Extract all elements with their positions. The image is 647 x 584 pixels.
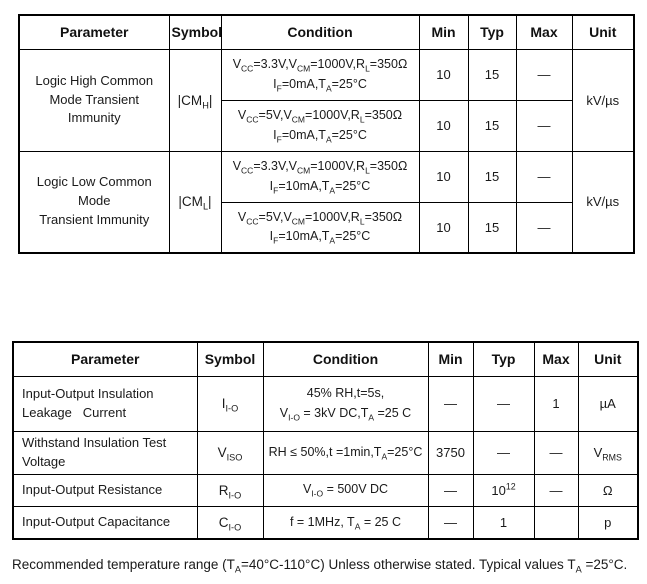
parameter-logic-high-cmti: Logic High Common Mode Transient Immunity [18, 48, 170, 152]
min-value: 10 [418, 201, 469, 254]
header-typ: Typ [467, 14, 517, 50]
header-unit: Unit [577, 341, 639, 377]
symbol-v-iso: VISO [196, 430, 264, 475]
header-symbol: Symbol [168, 14, 222, 50]
typ-value: 15 [467, 48, 517, 101]
min-value: — [427, 473, 474, 507]
symbol-cml: |CML| [168, 150, 222, 254]
parameter-logic-low-cmti: Logic Low Common Mode Transient Immunity [18, 150, 170, 254]
temperature-range-note: Recommended temperature range (TA=40°C-1… [12, 557, 628, 575]
header-min: Min [418, 14, 469, 50]
parameter-io-resistance: Input-Output Resistance [12, 473, 198, 507]
table-row: VCC=5V,VCM=1000V,RL=350Ω IF=0mA,TA=25°C 1… [19, 99, 634, 152]
header-condition: Condition [262, 341, 429, 377]
unit-value: kV/µs [571, 48, 635, 152]
unit-value: kV/µs [571, 150, 635, 254]
header-max: Max [515, 14, 573, 50]
header-parameter: Parameter [18, 14, 170, 50]
typ-value: — [472, 430, 535, 475]
table-row: VCC=5V,VCM=1000V,RL=350Ω IF=10mA,TA=25°C … [19, 201, 634, 254]
table-header-row: Parameter Symbol Condition Min Typ Max U… [18, 14, 635, 50]
min-value: 10 [418, 150, 469, 203]
unit-value: µA [577, 375, 639, 432]
max-value: 1 [533, 375, 579, 432]
min-value: — [427, 505, 474, 540]
condition-value: VCC=3.3V,VCM=1000V,RL=350Ω IF=10mA,TA=25°… [220, 150, 420, 203]
typ-value: 15 [467, 99, 517, 152]
condition-value: RH ≤ 50%,t =1min,TA=25°C [262, 430, 429, 475]
header-condition: Condition [220, 14, 420, 50]
typ-value: 15 [467, 150, 517, 203]
condition-value: VCC=5V,VCM=1000V,RL=350Ω IF=10mA,TA=25°C [220, 201, 420, 254]
unit-value: Ω [577, 473, 639, 507]
table-header-row: Parameter Symbol Condition Min Typ Max U… [12, 341, 639, 377]
max-value: — [515, 99, 573, 152]
condition-value: VCC=3.3V,VCM=1000V,RL=350Ω IF=0mA,TA=25°C [220, 48, 420, 101]
symbol-r-io: RI-O [196, 473, 264, 507]
max-value: — [533, 473, 579, 507]
parameter-io-leakage-current: Input-Output Insulation Leakage Current [12, 375, 198, 432]
min-value: — [427, 375, 474, 432]
symbol-c-io: CI-O [196, 505, 264, 540]
typ-value: 15 [467, 201, 517, 254]
symbol-i-io: II-O [196, 375, 264, 432]
parameter-io-capacitance: Input-Output Capacitance [12, 505, 198, 540]
condition-value: 45% RH,t=5s, VI-O = 3kV DC,TA =25 C [262, 375, 429, 432]
header-typ: Typ [472, 341, 535, 377]
condition-value: VCC=5V,VCM=1000V,RL=350Ω IF=0mA,TA=25°C [220, 99, 420, 152]
table-row: Logic Low Common Mode Transient Immunity … [18, 150, 635, 254]
table-row: Input-Output Resistance RI-O VI-O = 500V… [12, 473, 639, 507]
min-value: 3750 [427, 430, 474, 475]
max-value: — [515, 150, 573, 203]
max-value [533, 505, 579, 540]
min-value: 10 [418, 99, 469, 152]
table-row: Input-Output Insulation Leakage Current I… [12, 375, 639, 432]
typ-value: 1 [472, 505, 535, 540]
header-max: Max [533, 341, 579, 377]
condition-value: VI-O = 500V DC [262, 473, 429, 507]
table-row: Withstand Insulation Test Voltage VISO RH… [12, 430, 639, 475]
typ-value: 1012 [472, 473, 535, 507]
header-unit: Unit [571, 14, 635, 50]
header-symbol: Symbol [196, 341, 264, 377]
unit-value: p [577, 505, 639, 540]
header-min: Min [427, 341, 474, 377]
max-value: — [533, 430, 579, 475]
header-parameter: Parameter [12, 341, 198, 377]
typ-value: — [472, 375, 535, 432]
table-row: Input-Output Capacitance CI-O f = 1MHz, … [12, 505, 639, 540]
transient-immunity-table: Parameter Symbol Condition Min Typ Max U… [18, 14, 635, 254]
max-value: — [515, 48, 573, 101]
insulation-table: Parameter Symbol Condition Min Typ Max U… [12, 341, 639, 540]
unit-value: VRMS [577, 430, 639, 475]
min-value: 10 [418, 48, 469, 101]
parameter-withstand-voltage: Withstand Insulation Test Voltage [12, 430, 198, 475]
condition-value: f = 1MHz, TA = 25 C [262, 505, 429, 540]
table-row: Logic High Common Mode Transient Immunity… [18, 48, 635, 152]
max-value: — [515, 201, 573, 254]
symbol-cmh: |CMH| [168, 48, 222, 152]
